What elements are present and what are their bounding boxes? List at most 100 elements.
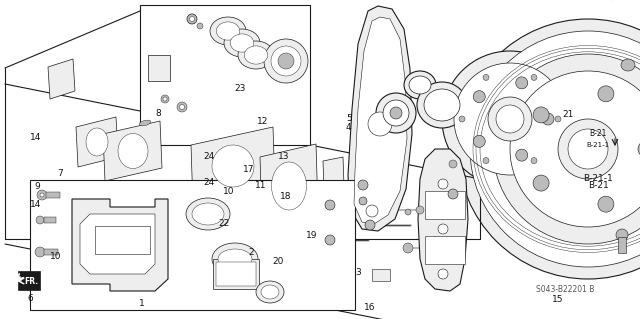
Text: 10: 10 [50, 252, 61, 261]
Polygon shape [372, 269, 390, 281]
Circle shape [638, 141, 640, 157]
Polygon shape [323, 157, 345, 219]
Circle shape [496, 105, 524, 133]
Bar [30, 180, 355, 310]
Circle shape [40, 193, 44, 197]
Text: 7: 7 [58, 169, 63, 178]
Circle shape [36, 216, 44, 224]
Circle shape [325, 235, 335, 245]
Circle shape [376, 93, 416, 133]
Text: 6: 6 [28, 294, 33, 303]
Circle shape [473, 91, 485, 103]
Ellipse shape [224, 29, 260, 57]
Bar [213, 259, 259, 289]
Circle shape [179, 105, 184, 109]
Ellipse shape [238, 41, 274, 69]
Text: 13: 13 [278, 152, 289, 161]
Ellipse shape [118, 133, 148, 168]
Circle shape [438, 224, 448, 234]
Ellipse shape [261, 285, 279, 299]
Circle shape [493, 54, 640, 244]
Polygon shape [354, 17, 407, 224]
Bar [44, 249, 58, 255]
Circle shape [448, 189, 458, 199]
Text: 23: 23 [234, 84, 246, 93]
Polygon shape [348, 6, 412, 231]
Ellipse shape [216, 22, 240, 40]
Circle shape [438, 179, 448, 189]
Circle shape [325, 200, 335, 210]
Text: 19: 19 [306, 231, 317, 240]
Circle shape [403, 243, 413, 253]
Circle shape [438, 269, 448, 279]
Circle shape [510, 71, 640, 227]
Polygon shape [191, 127, 275, 206]
Circle shape [483, 158, 489, 164]
Ellipse shape [186, 198, 230, 230]
Text: 20: 20 [273, 257, 284, 266]
Ellipse shape [212, 243, 258, 275]
Circle shape [598, 86, 614, 102]
Circle shape [264, 39, 308, 83]
Text: 1: 1 [140, 299, 145, 308]
Polygon shape [48, 59, 75, 99]
Circle shape [483, 74, 489, 80]
Ellipse shape [210, 17, 246, 45]
Circle shape [442, 51, 578, 187]
Bar [95, 226, 150, 254]
Polygon shape [80, 214, 155, 274]
Circle shape [416, 206, 424, 214]
Ellipse shape [230, 34, 253, 52]
Ellipse shape [621, 59, 635, 71]
Bar [44, 217, 56, 223]
Text: 3: 3 [356, 268, 361, 277]
Circle shape [359, 197, 367, 205]
Circle shape [516, 149, 528, 161]
Circle shape [197, 23, 203, 29]
Circle shape [470, 31, 640, 267]
Circle shape [383, 100, 409, 126]
Circle shape [616, 229, 628, 241]
Ellipse shape [244, 46, 268, 64]
Circle shape [187, 14, 197, 24]
Polygon shape [76, 117, 118, 167]
Text: 5: 5 [346, 115, 351, 123]
Circle shape [35, 247, 45, 257]
Text: 22: 22 [218, 219, 230, 228]
Text: 9: 9 [35, 182, 40, 191]
Polygon shape [260, 144, 318, 223]
Text: 17: 17 [243, 165, 254, 174]
Text: B-21-1: B-21-1 [586, 142, 609, 148]
Text: 12: 12 [257, 117, 268, 126]
Text: 15: 15 [552, 295, 564, 304]
Text: 8: 8 [156, 109, 161, 118]
Circle shape [459, 116, 465, 122]
Circle shape [163, 97, 167, 101]
Circle shape [598, 196, 614, 212]
Bar [216, 262, 256, 286]
Polygon shape [72, 199, 168, 291]
Bar [425, 236, 465, 264]
Text: 24: 24 [204, 178, 215, 187]
Text: FR.: FR. [24, 277, 38, 286]
Circle shape [366, 205, 378, 217]
Bar [425, 191, 465, 219]
Circle shape [390, 107, 402, 119]
Circle shape [531, 74, 537, 80]
Ellipse shape [256, 281, 284, 303]
Text: B-21: B-21 [588, 182, 609, 190]
Ellipse shape [424, 89, 460, 121]
Text: B-21: B-21 [589, 130, 607, 138]
Circle shape [161, 95, 169, 103]
Circle shape [37, 190, 47, 200]
Bar [46, 192, 60, 198]
Circle shape [533, 107, 549, 123]
Bar [140, 5, 310, 145]
Circle shape [458, 19, 640, 279]
Circle shape [542, 113, 554, 125]
Text: B-21-1: B-21-1 [584, 174, 613, 182]
Bar [618, 237, 626, 253]
Ellipse shape [271, 162, 307, 210]
Text: 21: 21 [563, 110, 574, 119]
Ellipse shape [86, 128, 108, 156]
